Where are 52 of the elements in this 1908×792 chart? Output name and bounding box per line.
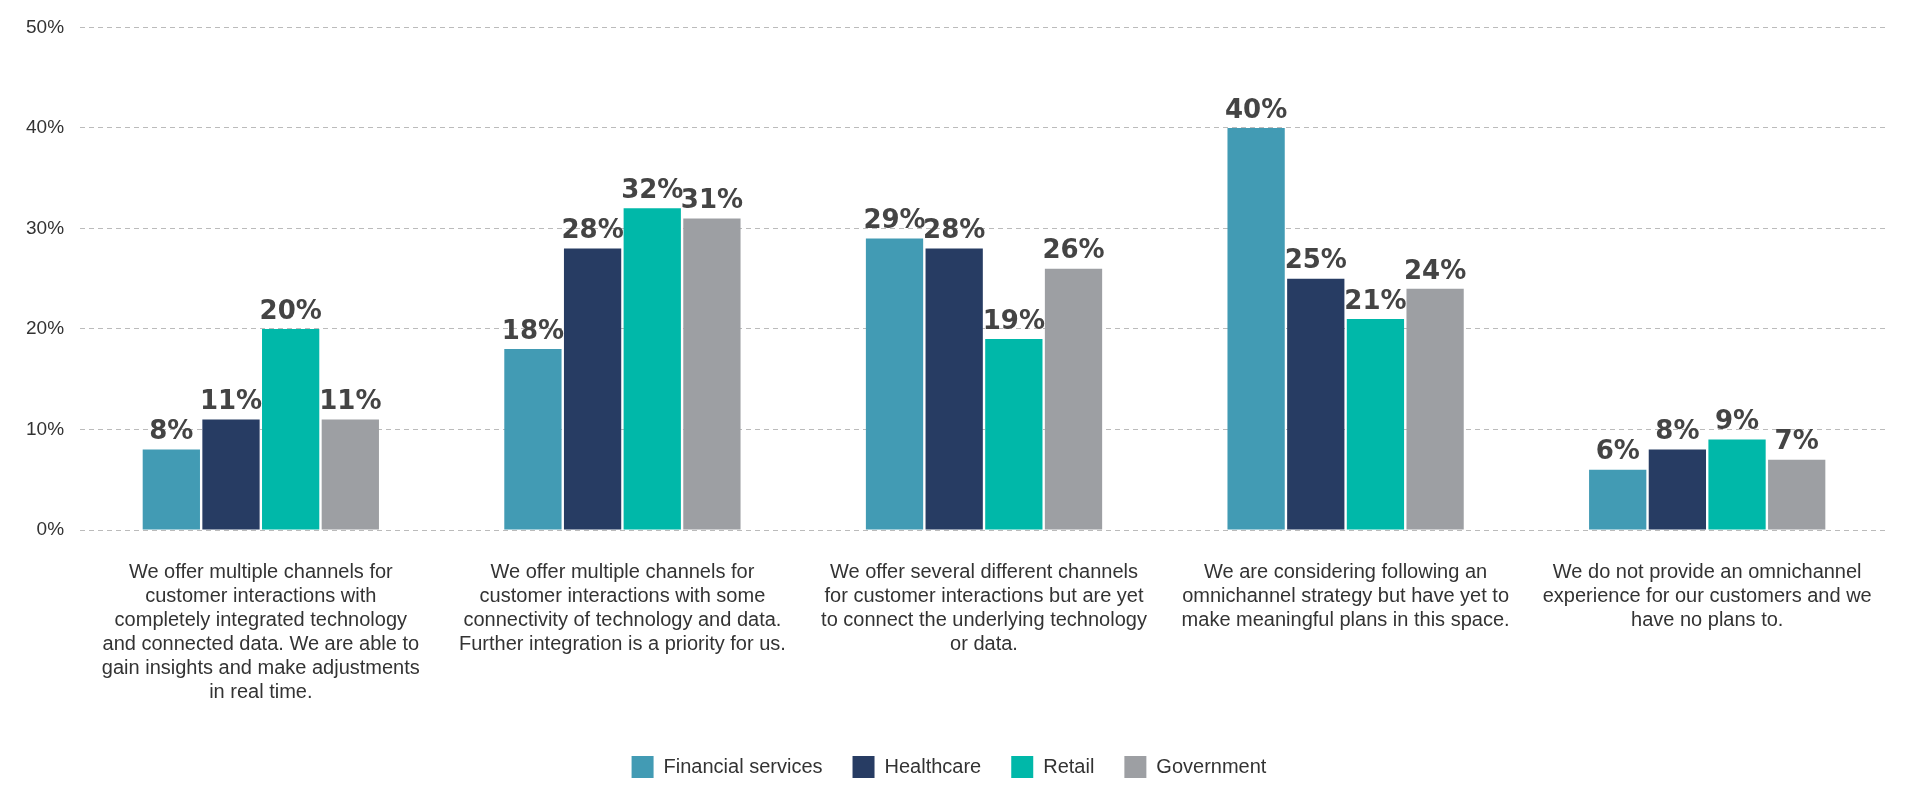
legend-label: Government — [1156, 754, 1267, 777]
data-label: 7% — [1774, 425, 1819, 456]
bar — [1044, 268, 1103, 530]
bar — [142, 449, 200, 530]
x-tick-label: We offer multiple channels for customer interactions with some connectivity of technology and data. Further integration is a priority for us. — [459, 559, 786, 654]
x-tick-label: We do not provide an omnichannel experience for our customers and we have no plans to. — [1542, 559, 1872, 630]
x-tick-label: We are considering following an omnichannel strategy but have yet to make meaningful plans in this space. — [1181, 559, 1510, 630]
data-label: 11% — [199, 385, 263, 416]
bar — [563, 248, 622, 530]
y-tick-label: 10% — [26, 417, 65, 439]
data-label: 40% — [1225, 93, 1288, 124]
data-label: 9% — [1714, 405, 1760, 436]
bar — [1648, 449, 1707, 530]
bar — [1227, 127, 1285, 530]
data-label: 25% — [1284, 244, 1347, 275]
bar — [321, 419, 379, 530]
data-label: 18% — [501, 314, 565, 345]
bar — [683, 218, 741, 530]
y-tick-label: 20% — [26, 317, 65, 339]
bar — [1589, 469, 1647, 530]
bar — [1708, 439, 1766, 530]
data-label: 8% — [149, 415, 194, 446]
y-tick-label: 0% — [36, 518, 65, 540]
data-label: 6% — [1595, 435, 1640, 466]
data-label: 24% — [1403, 254, 1467, 285]
bar — [985, 339, 1043, 530]
data-label: 8% — [1655, 415, 1700, 446]
x-tick-label: We offer several different channels for customer interactions but are yet to connect the underlying technology or data. — [821, 559, 1147, 654]
data-label: 20% — [259, 294, 322, 325]
bar — [504, 349, 562, 530]
x-tick-label: We offer multiple channels for customer interactions with completely integrated technology and connected data. We are able to gain insights and make adjustments in real time. — [101, 559, 420, 702]
bar — [1346, 318, 1405, 530]
data-label: 21% — [1344, 284, 1407, 315]
bar — [865, 238, 924, 530]
legend-label: Healthcare — [884, 754, 982, 777]
bar — [1406, 288, 1464, 530]
legend-label: Financial services — [663, 754, 823, 777]
bar — [623, 208, 681, 530]
bar — [925, 248, 983, 530]
bar — [1287, 278, 1345, 530]
y-tick-label: 40% — [26, 116, 65, 138]
y-tick-label: 30% — [26, 216, 65, 238]
legend-label: Retail — [1043, 754, 1095, 777]
bar — [262, 328, 320, 530]
bar — [202, 419, 260, 530]
data-label: 26% — [1042, 234, 1105, 265]
data-label: 28% — [561, 214, 624, 245]
data-label: 11% — [319, 385, 382, 416]
bar — [1768, 459, 1826, 530]
data-label: 19% — [982, 304, 1045, 335]
y-tick-label: 50% — [26, 15, 65, 37]
data-label: 29% — [863, 204, 926, 235]
